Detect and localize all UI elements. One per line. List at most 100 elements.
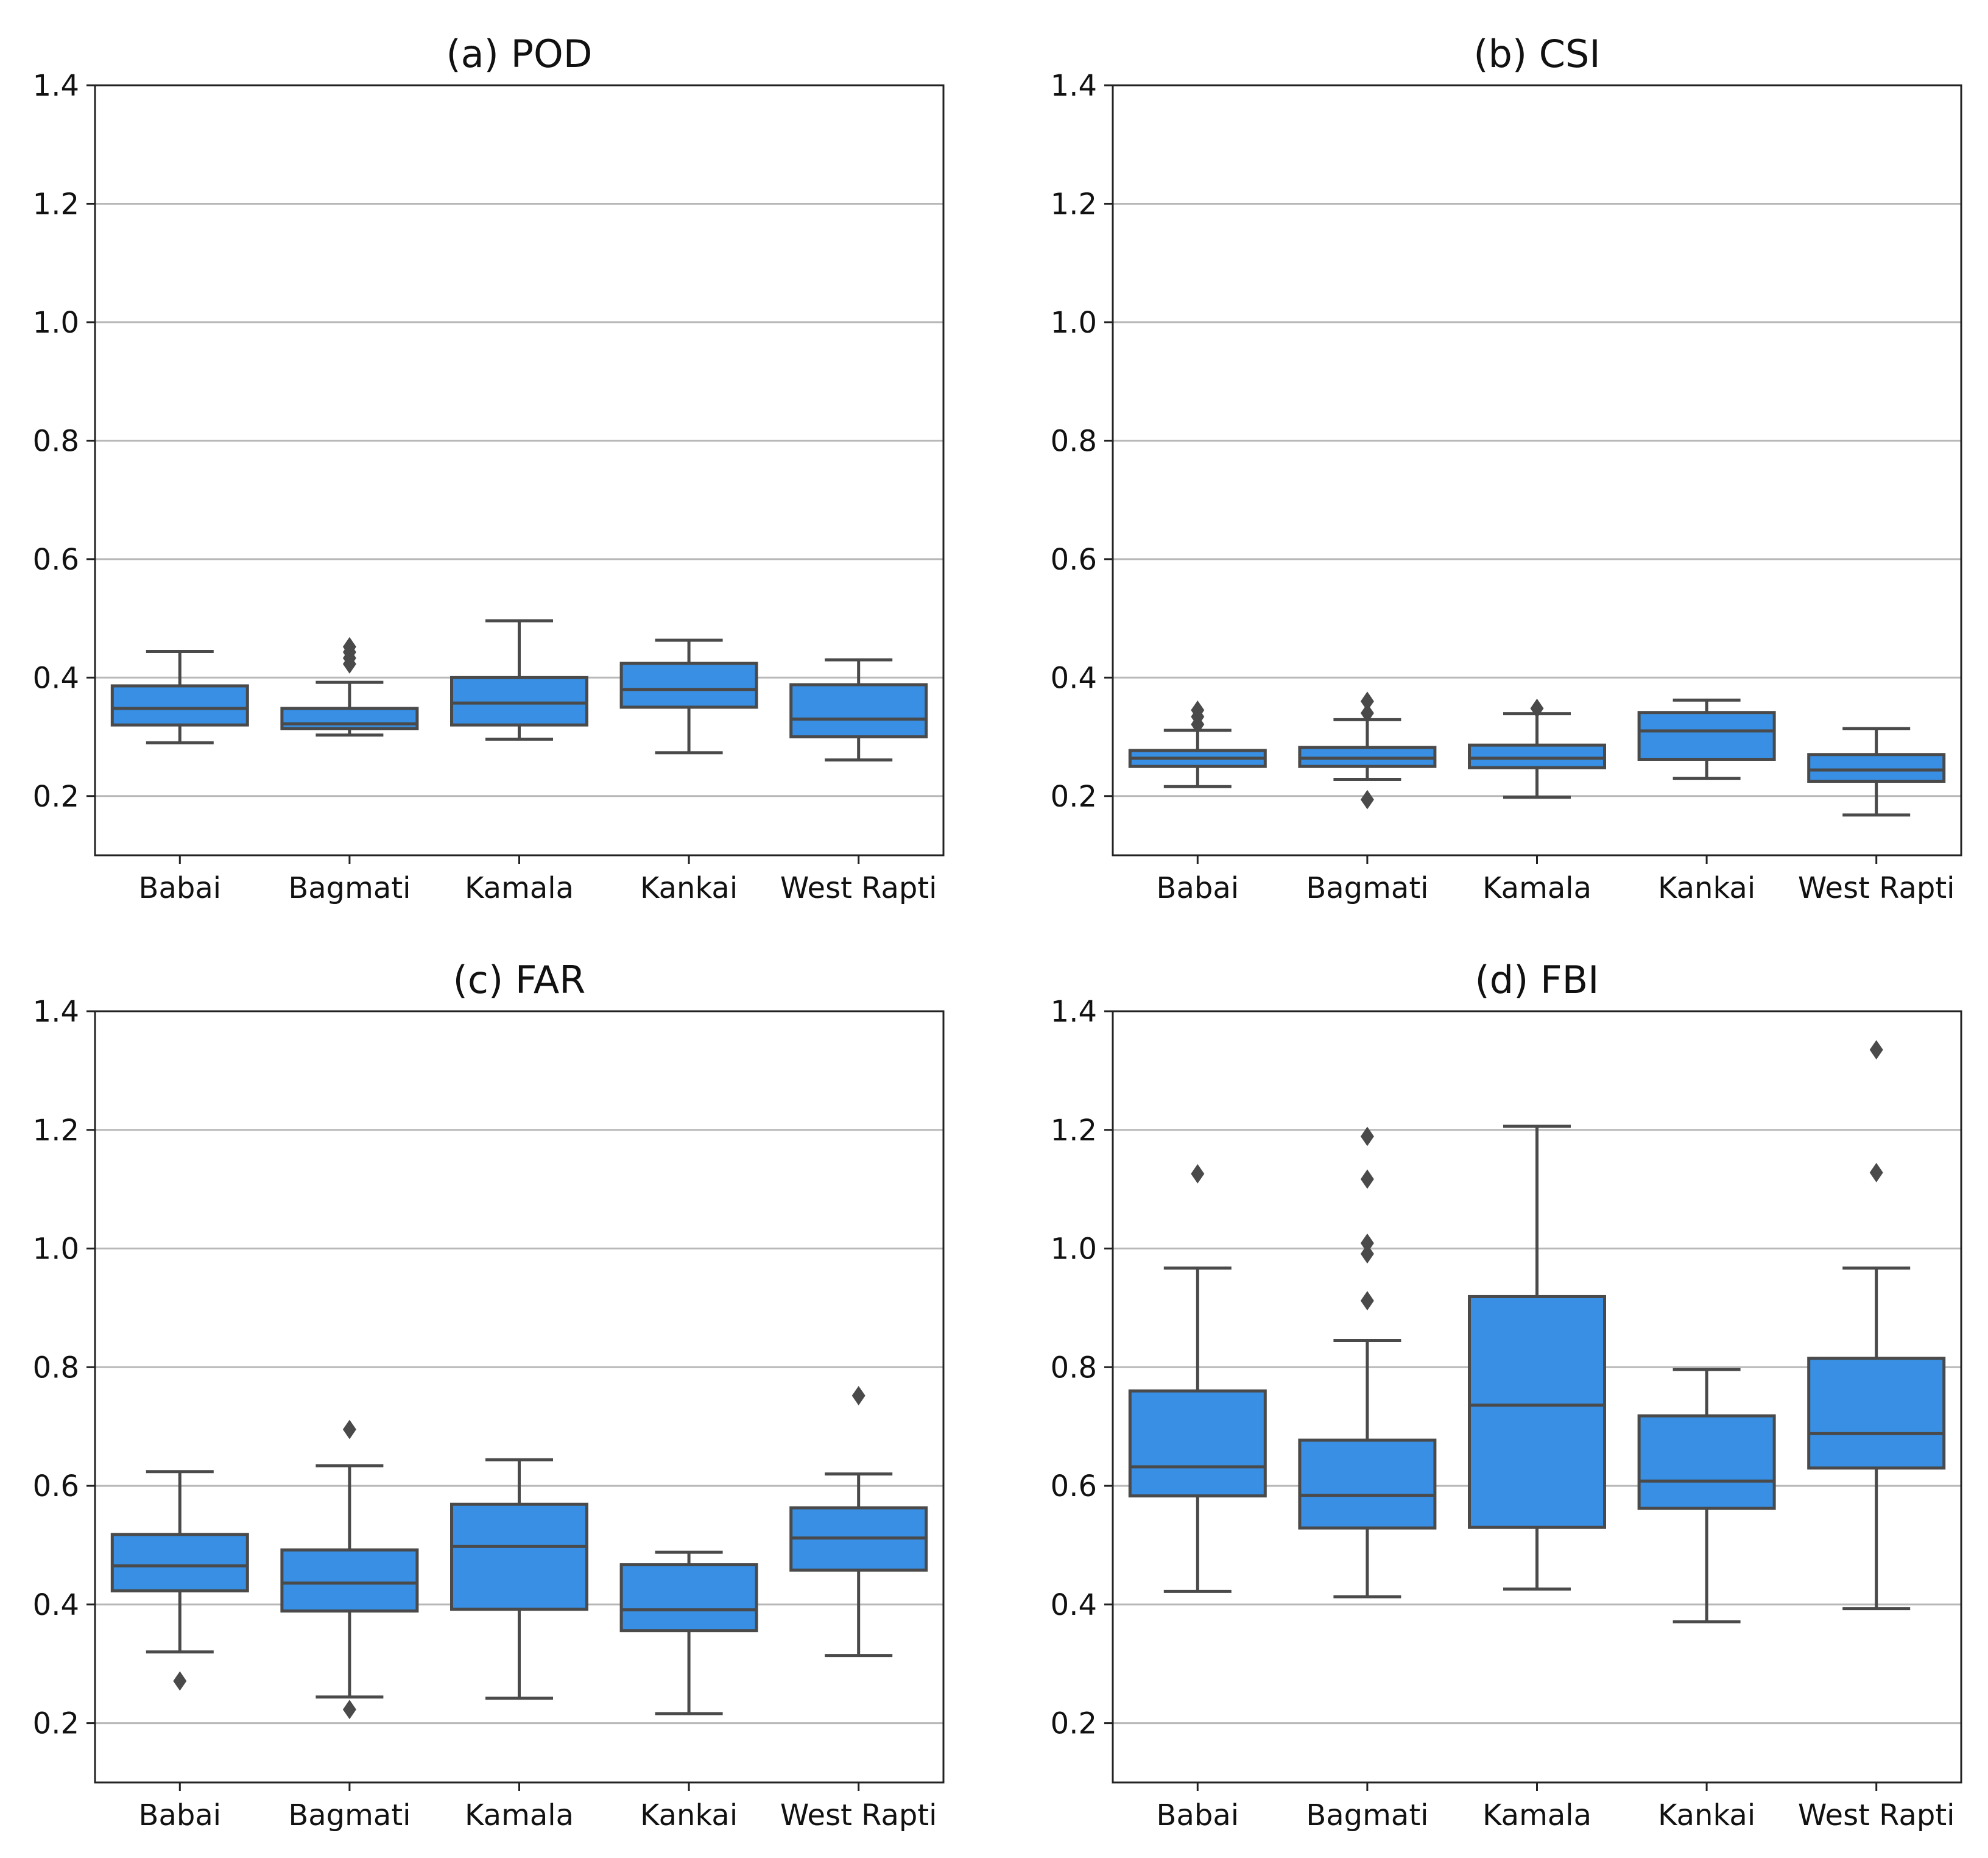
box-kamala xyxy=(450,619,588,741)
outlier-point xyxy=(1360,1291,1374,1311)
y-tick-label: 1.2 xyxy=(1051,187,1097,221)
x-tick-label-kankai: Kankai xyxy=(1658,871,1755,905)
outlier-point xyxy=(1360,1233,1374,1253)
iqr-box xyxy=(1468,743,1606,769)
y-tick-label: 0.4 xyxy=(33,661,79,695)
x-tick-label-west-rapti: West Rapti xyxy=(780,1798,937,1832)
x-tick-label-babai: Babai xyxy=(1157,871,1239,905)
x-tick-label-kankai: Kankai xyxy=(640,1798,738,1832)
box-west-rapti xyxy=(1807,727,1946,817)
box-kamala xyxy=(1468,698,1606,799)
y-tick-label: 0.6 xyxy=(1051,543,1097,577)
y-tick-label: 0.4 xyxy=(1051,661,1097,695)
iqr-box xyxy=(280,707,419,730)
y-tick-label: 0.8 xyxy=(1051,1351,1097,1385)
x-tick-label-bagmati: Bagmati xyxy=(1306,1798,1428,1832)
y-tick-label: 1.2 xyxy=(33,187,79,221)
y-tick-label: 1.0 xyxy=(33,306,79,340)
outlier-point xyxy=(342,637,356,657)
x-tick-label-west-rapti: West Rapti xyxy=(1798,1798,1955,1832)
panel-1: (a) POD 0.2 0.4 0.6 0.8 1.0 1.2 1.4 Babai Bagmati… xyxy=(33,32,945,905)
box-west-rapti xyxy=(1807,1040,1946,1611)
box-kankai xyxy=(1637,1368,1776,1623)
box-babai xyxy=(110,1470,249,1691)
y-tick-label: 1.4 xyxy=(33,69,79,103)
y-tick-label: 0.6 xyxy=(33,1469,79,1503)
y-tick-label: 0.8 xyxy=(33,424,79,458)
panel-4: (d) FBI 0.2 0.4 0.6 0.8 1.0 1.2 1.4 Babai Bagmati… xyxy=(1051,958,1962,1832)
x-tick-label-bagmati: Bagmati xyxy=(288,1798,411,1832)
iqr-box xyxy=(1807,1357,1946,1470)
y-tick-label: 0.2 xyxy=(33,780,79,814)
y-tick-label: 1.4 xyxy=(33,995,79,1029)
iqr-box xyxy=(619,1563,758,1633)
iqr-box xyxy=(450,676,588,727)
y-tick-label: 1.0 xyxy=(1051,1232,1097,1266)
outlier-point xyxy=(1360,1126,1374,1146)
y-tick-label: 1.0 xyxy=(33,1232,79,1266)
x-tick-label-kamala: Kamala xyxy=(1482,1798,1591,1832)
iqr-box xyxy=(450,1502,588,1611)
box-bagmati xyxy=(280,1419,419,1720)
y-tick-label: 1.4 xyxy=(1051,69,1097,103)
box-bagmati xyxy=(1298,691,1437,810)
outlier-point xyxy=(1360,789,1374,810)
panel-title: (a) POD xyxy=(446,32,592,76)
y-tick-label: 0.4 xyxy=(1051,1588,1097,1622)
x-tick-label-kankai: Kankai xyxy=(1658,1798,1755,1832)
iqr-box xyxy=(1298,1438,1437,1530)
iqr-box xyxy=(110,1533,249,1592)
y-tick-label: 0.6 xyxy=(33,543,79,577)
y-tick-label: 0.6 xyxy=(1051,1469,1097,1503)
iqr-box xyxy=(619,662,758,709)
outlier-point xyxy=(173,1671,187,1691)
box-west-rapti xyxy=(789,658,928,761)
iqr-box xyxy=(1468,1295,1606,1529)
box-bagmati xyxy=(280,637,419,737)
outlier-point xyxy=(342,1419,356,1439)
x-tick-label-kankai: Kankai xyxy=(640,871,738,905)
outlier-point xyxy=(1530,698,1544,718)
outlier-point xyxy=(1869,1162,1883,1182)
iqr-box xyxy=(280,1548,419,1613)
outlier-point xyxy=(1869,1040,1883,1060)
y-tick-label: 1.2 xyxy=(33,1114,79,1148)
panel-2: (b) CSI 0.2 0.4 0.6 0.8 1.0 1.2 1.4 Babai Bagmati… xyxy=(1051,32,1962,905)
y-tick-label: 0.8 xyxy=(33,1351,79,1385)
box-kamala xyxy=(450,1458,588,1700)
panel-title: (c) FAR xyxy=(453,958,586,1002)
x-tick-label-babai: Babai xyxy=(139,871,222,905)
box-kankai xyxy=(619,1550,758,1715)
y-tick-label: 1.2 xyxy=(1051,1114,1097,1148)
axes-frame xyxy=(94,1010,945,1784)
box-babai xyxy=(110,650,249,744)
y-tick-label: 0.4 xyxy=(33,1588,79,1622)
outlier-point xyxy=(342,1700,356,1720)
axes-frame xyxy=(1112,84,1962,857)
x-tick-label-kamala: Kamala xyxy=(1482,871,1591,905)
box-kamala xyxy=(1468,1125,1606,1591)
x-tick-label-bagmati: Bagmati xyxy=(1306,871,1428,905)
outlier-point xyxy=(851,1386,865,1406)
iqr-box xyxy=(1807,753,1946,783)
iqr-box xyxy=(789,683,928,739)
outlier-point xyxy=(1191,1164,1205,1184)
outlier-point xyxy=(1360,703,1374,723)
x-tick-label-bagmati: Bagmati xyxy=(288,871,411,905)
box-kankai xyxy=(1637,698,1776,780)
x-tick-label-kamala: Kamala xyxy=(465,871,574,905)
y-tick-label: 0.2 xyxy=(1051,780,1097,814)
y-tick-label: 0.2 xyxy=(33,1707,79,1741)
x-tick-label-kamala: Kamala xyxy=(465,1798,574,1832)
y-tick-label: 1.4 xyxy=(1051,995,1097,1029)
x-tick-label-babai: Babai xyxy=(139,1798,222,1832)
box-babai xyxy=(1128,1164,1267,1593)
outlier-point xyxy=(1191,700,1205,720)
box-kankai xyxy=(619,638,758,755)
iqr-box xyxy=(1637,711,1776,761)
x-tick-label-babai: Babai xyxy=(1157,1798,1239,1832)
axes-frame xyxy=(94,84,945,857)
y-tick-label: 0.8 xyxy=(1051,424,1097,458)
panel-3: (c) FAR 0.2 0.4 0.6 0.8 1.0 1.2 1.4 Babai Bagmati… xyxy=(33,958,945,1832)
